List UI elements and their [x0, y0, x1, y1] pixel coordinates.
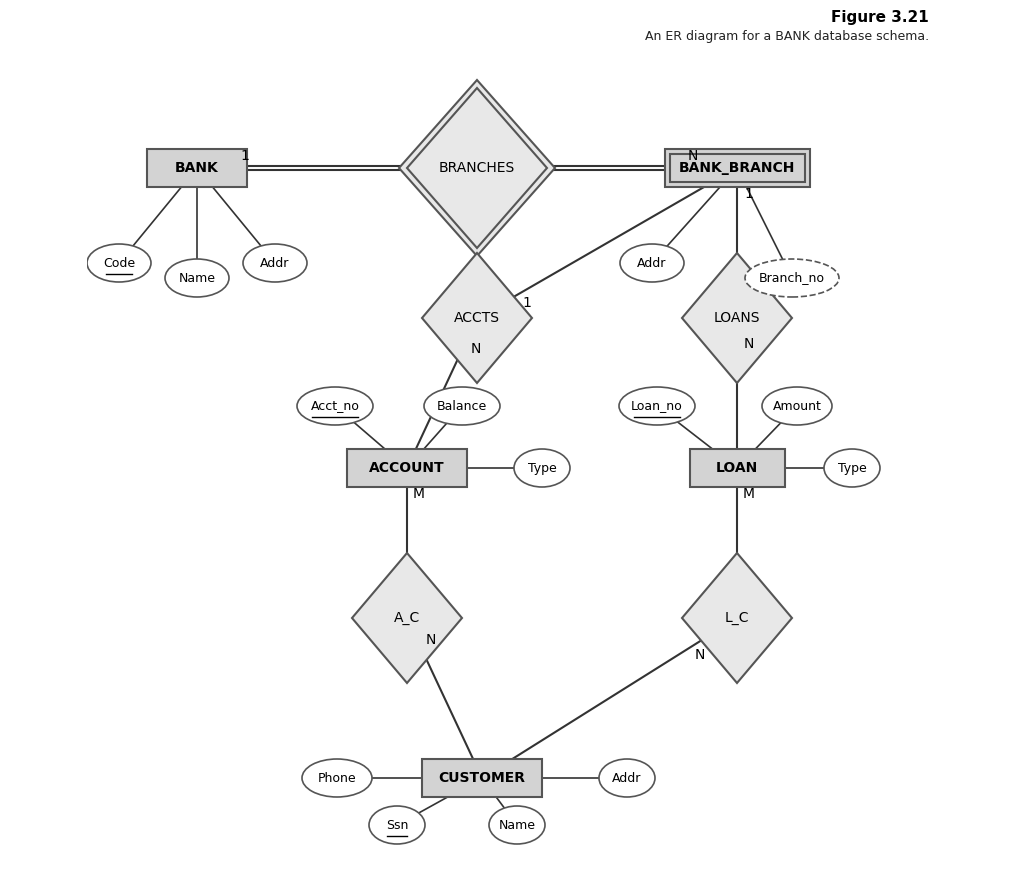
Ellipse shape [618, 387, 695, 425]
Polygon shape [352, 553, 462, 683]
Text: ACCTS: ACCTS [454, 311, 500, 325]
Text: LOANS: LOANS [714, 311, 760, 325]
Ellipse shape [620, 244, 684, 282]
Text: Name: Name [499, 819, 536, 831]
Text: N: N [743, 337, 755, 351]
Ellipse shape [424, 387, 500, 425]
Ellipse shape [762, 387, 831, 425]
Ellipse shape [514, 449, 570, 487]
Ellipse shape [599, 759, 655, 797]
Bar [347, 449, 467, 487]
Text: LOAN: LOAN [716, 461, 758, 475]
Bar [422, 759, 542, 797]
Text: L_C: L_C [725, 611, 750, 625]
Text: 1: 1 [241, 149, 249, 163]
Text: N: N [695, 648, 706, 662]
Text: N: N [471, 342, 481, 355]
Text: ACCOUNT: ACCOUNT [370, 461, 444, 475]
Bar [689, 449, 784, 487]
Text: M: M [743, 487, 755, 501]
Text: BANK: BANK [175, 161, 219, 175]
Text: Type: Type [838, 462, 866, 474]
Text: Addr: Addr [260, 257, 290, 269]
Text: Acct_no: Acct_no [310, 400, 359, 413]
Ellipse shape [302, 759, 372, 797]
Polygon shape [399, 80, 555, 256]
Text: Branch_no: Branch_no [759, 272, 825, 284]
Text: An ER diagram for a BANK database schema.: An ER diagram for a BANK database schema… [645, 30, 929, 43]
Polygon shape [422, 253, 532, 383]
Text: Addr: Addr [637, 257, 667, 269]
Bar [665, 149, 810, 187]
Ellipse shape [87, 244, 151, 282]
Text: N: N [425, 633, 436, 647]
Polygon shape [682, 253, 792, 383]
Ellipse shape [243, 244, 307, 282]
Text: Amount: Amount [772, 400, 821, 413]
Text: A_C: A_C [394, 611, 420, 625]
Text: Code: Code [103, 257, 135, 269]
Text: Phone: Phone [317, 772, 356, 784]
Text: 1: 1 [523, 296, 531, 310]
Polygon shape [682, 553, 792, 683]
Bar [147, 149, 247, 187]
Text: Balance: Balance [437, 400, 487, 413]
Text: BANK_BRANCH: BANK_BRANCH [679, 161, 796, 175]
Text: Loan_no: Loan_no [631, 400, 683, 413]
Text: 1: 1 [744, 186, 754, 201]
Text: Figure 3.21: Figure 3.21 [831, 10, 929, 25]
Text: CUSTOMER: CUSTOMER [438, 771, 525, 785]
Ellipse shape [297, 387, 373, 425]
Text: M: M [413, 487, 425, 501]
Ellipse shape [824, 449, 880, 487]
Text: N: N [687, 149, 698, 163]
Text: Ssn: Ssn [386, 819, 409, 831]
Ellipse shape [165, 259, 229, 297]
Ellipse shape [369, 806, 425, 844]
Text: BRANCHES: BRANCHES [439, 161, 515, 175]
Text: Name: Name [178, 272, 215, 284]
Text: Addr: Addr [612, 772, 642, 784]
Ellipse shape [745, 259, 839, 297]
Text: Type: Type [527, 462, 556, 474]
Bar [670, 154, 805, 182]
Ellipse shape [489, 806, 545, 844]
